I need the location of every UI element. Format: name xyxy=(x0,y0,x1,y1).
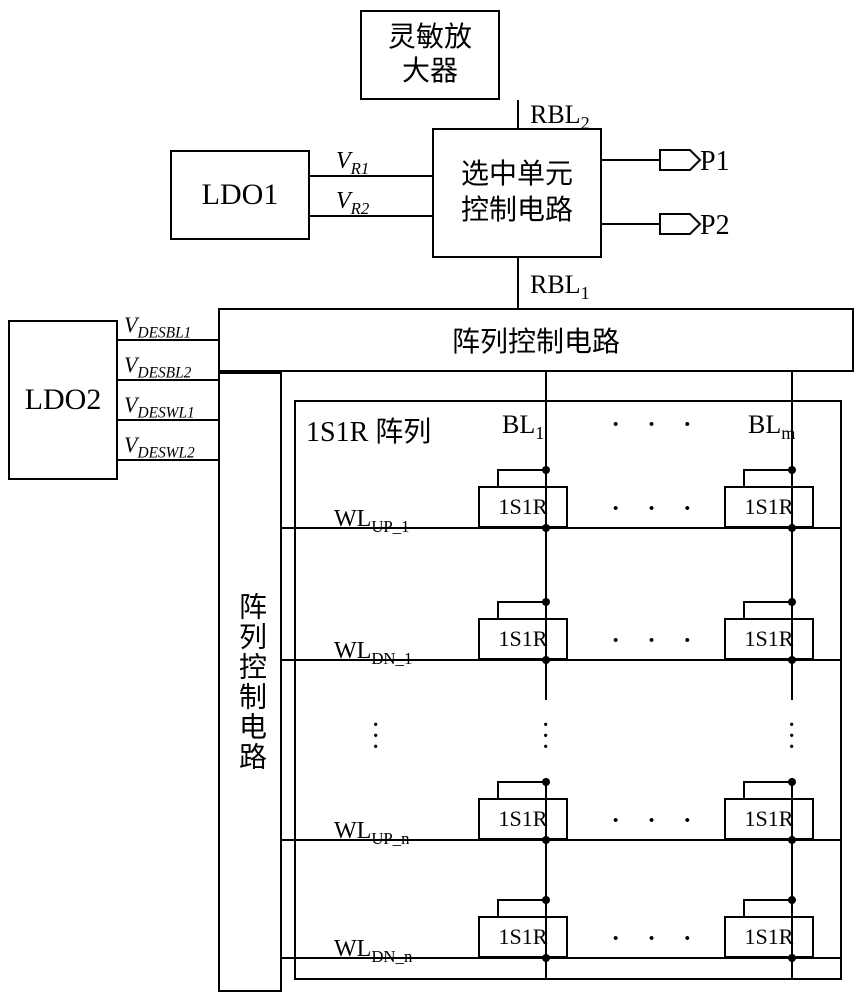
p1-label: P1 xyxy=(700,146,730,178)
cell-hdots-r2: · · · xyxy=(610,622,701,660)
cell-1s1r: 1S1R xyxy=(724,916,814,958)
sel-ctrl-label-2: 控制电路 xyxy=(461,193,573,229)
rbl1-label: RBL1 xyxy=(530,270,590,304)
vdesbl1-label: VDESBL1 xyxy=(124,312,191,342)
p2-label: P2 xyxy=(700,210,730,242)
row-ctrl-block: 阵列控制电路 xyxy=(218,372,282,992)
cell-hdots-r1: · · · xyxy=(610,490,701,528)
wl-up1-label: WLUP_1 xyxy=(334,506,410,537)
cell-hdots-r3: · · · xyxy=(610,802,701,840)
cell-1s1r: 1S1R xyxy=(724,618,814,660)
row-vdots-left: ··· xyxy=(371,720,380,754)
ldo1-block: LDO1 xyxy=(170,150,310,240)
bl1-label: BL1 xyxy=(502,410,544,444)
ldo2-block: LDO2 xyxy=(8,320,118,480)
col-ctrl-label: 阵列控制电路 xyxy=(452,320,620,360)
vdesbl2-label: VDESBL2 xyxy=(124,352,191,382)
cell-1s1r: 1S1R xyxy=(478,916,568,958)
array-frame-label: 1S1R 阵列 xyxy=(306,410,431,450)
cell-1s1r: 1S1R xyxy=(478,486,568,528)
vdeswl1-label: VDESWL1 xyxy=(124,392,195,422)
cell-1s1r: 1S1R xyxy=(478,618,568,660)
sel-ctrl-label-1: 选中单元 xyxy=(461,157,573,193)
row-vdots-bl1: ··· xyxy=(541,720,550,754)
cell-1s1r: 1S1R xyxy=(724,798,814,840)
row-ctrl-label: 阵列控制电路 xyxy=(230,592,270,772)
wl-dn1-label: WLDN_1 xyxy=(334,638,412,669)
wl-upn-label: WLUP_n xyxy=(334,818,410,849)
vdeswl2-label: VDESWL2 xyxy=(124,432,195,462)
row-vdots-blm: ··· xyxy=(787,720,796,754)
ldo1-label: LDO1 xyxy=(202,178,279,212)
rbl2-label: RBL2 xyxy=(530,100,590,134)
wl-dnn-label: WLDN_n xyxy=(334,936,412,967)
cell-hdots-r4: · · · xyxy=(610,920,701,958)
cell-1s1r: 1S1R xyxy=(724,486,814,528)
vr2-label: VR2 xyxy=(336,188,369,219)
column-ctrl-block: 阵列控制电路 xyxy=(218,308,854,372)
vr1-label: VR1 xyxy=(336,148,369,179)
sense-amp-label-1: 灵敏放 xyxy=(388,21,472,55)
sense-amplifier-block: 灵敏放 大器 xyxy=(360,10,500,100)
sense-amp-label-2: 大器 xyxy=(388,55,472,89)
selected-cell-ctrl-block: 选中单元 控制电路 xyxy=(432,128,602,258)
cell-1s1r: 1S1R xyxy=(478,798,568,840)
bl-dots: · · · xyxy=(610,406,701,444)
diagram-canvas: 灵敏放 大器 LDO1 选中单元 控制电路 LDO2 阵列控制电路 阵列控制电路… xyxy=(0,0,863,1000)
blm-label: BLm xyxy=(748,410,795,444)
ldo2-label: LDO2 xyxy=(25,383,102,417)
